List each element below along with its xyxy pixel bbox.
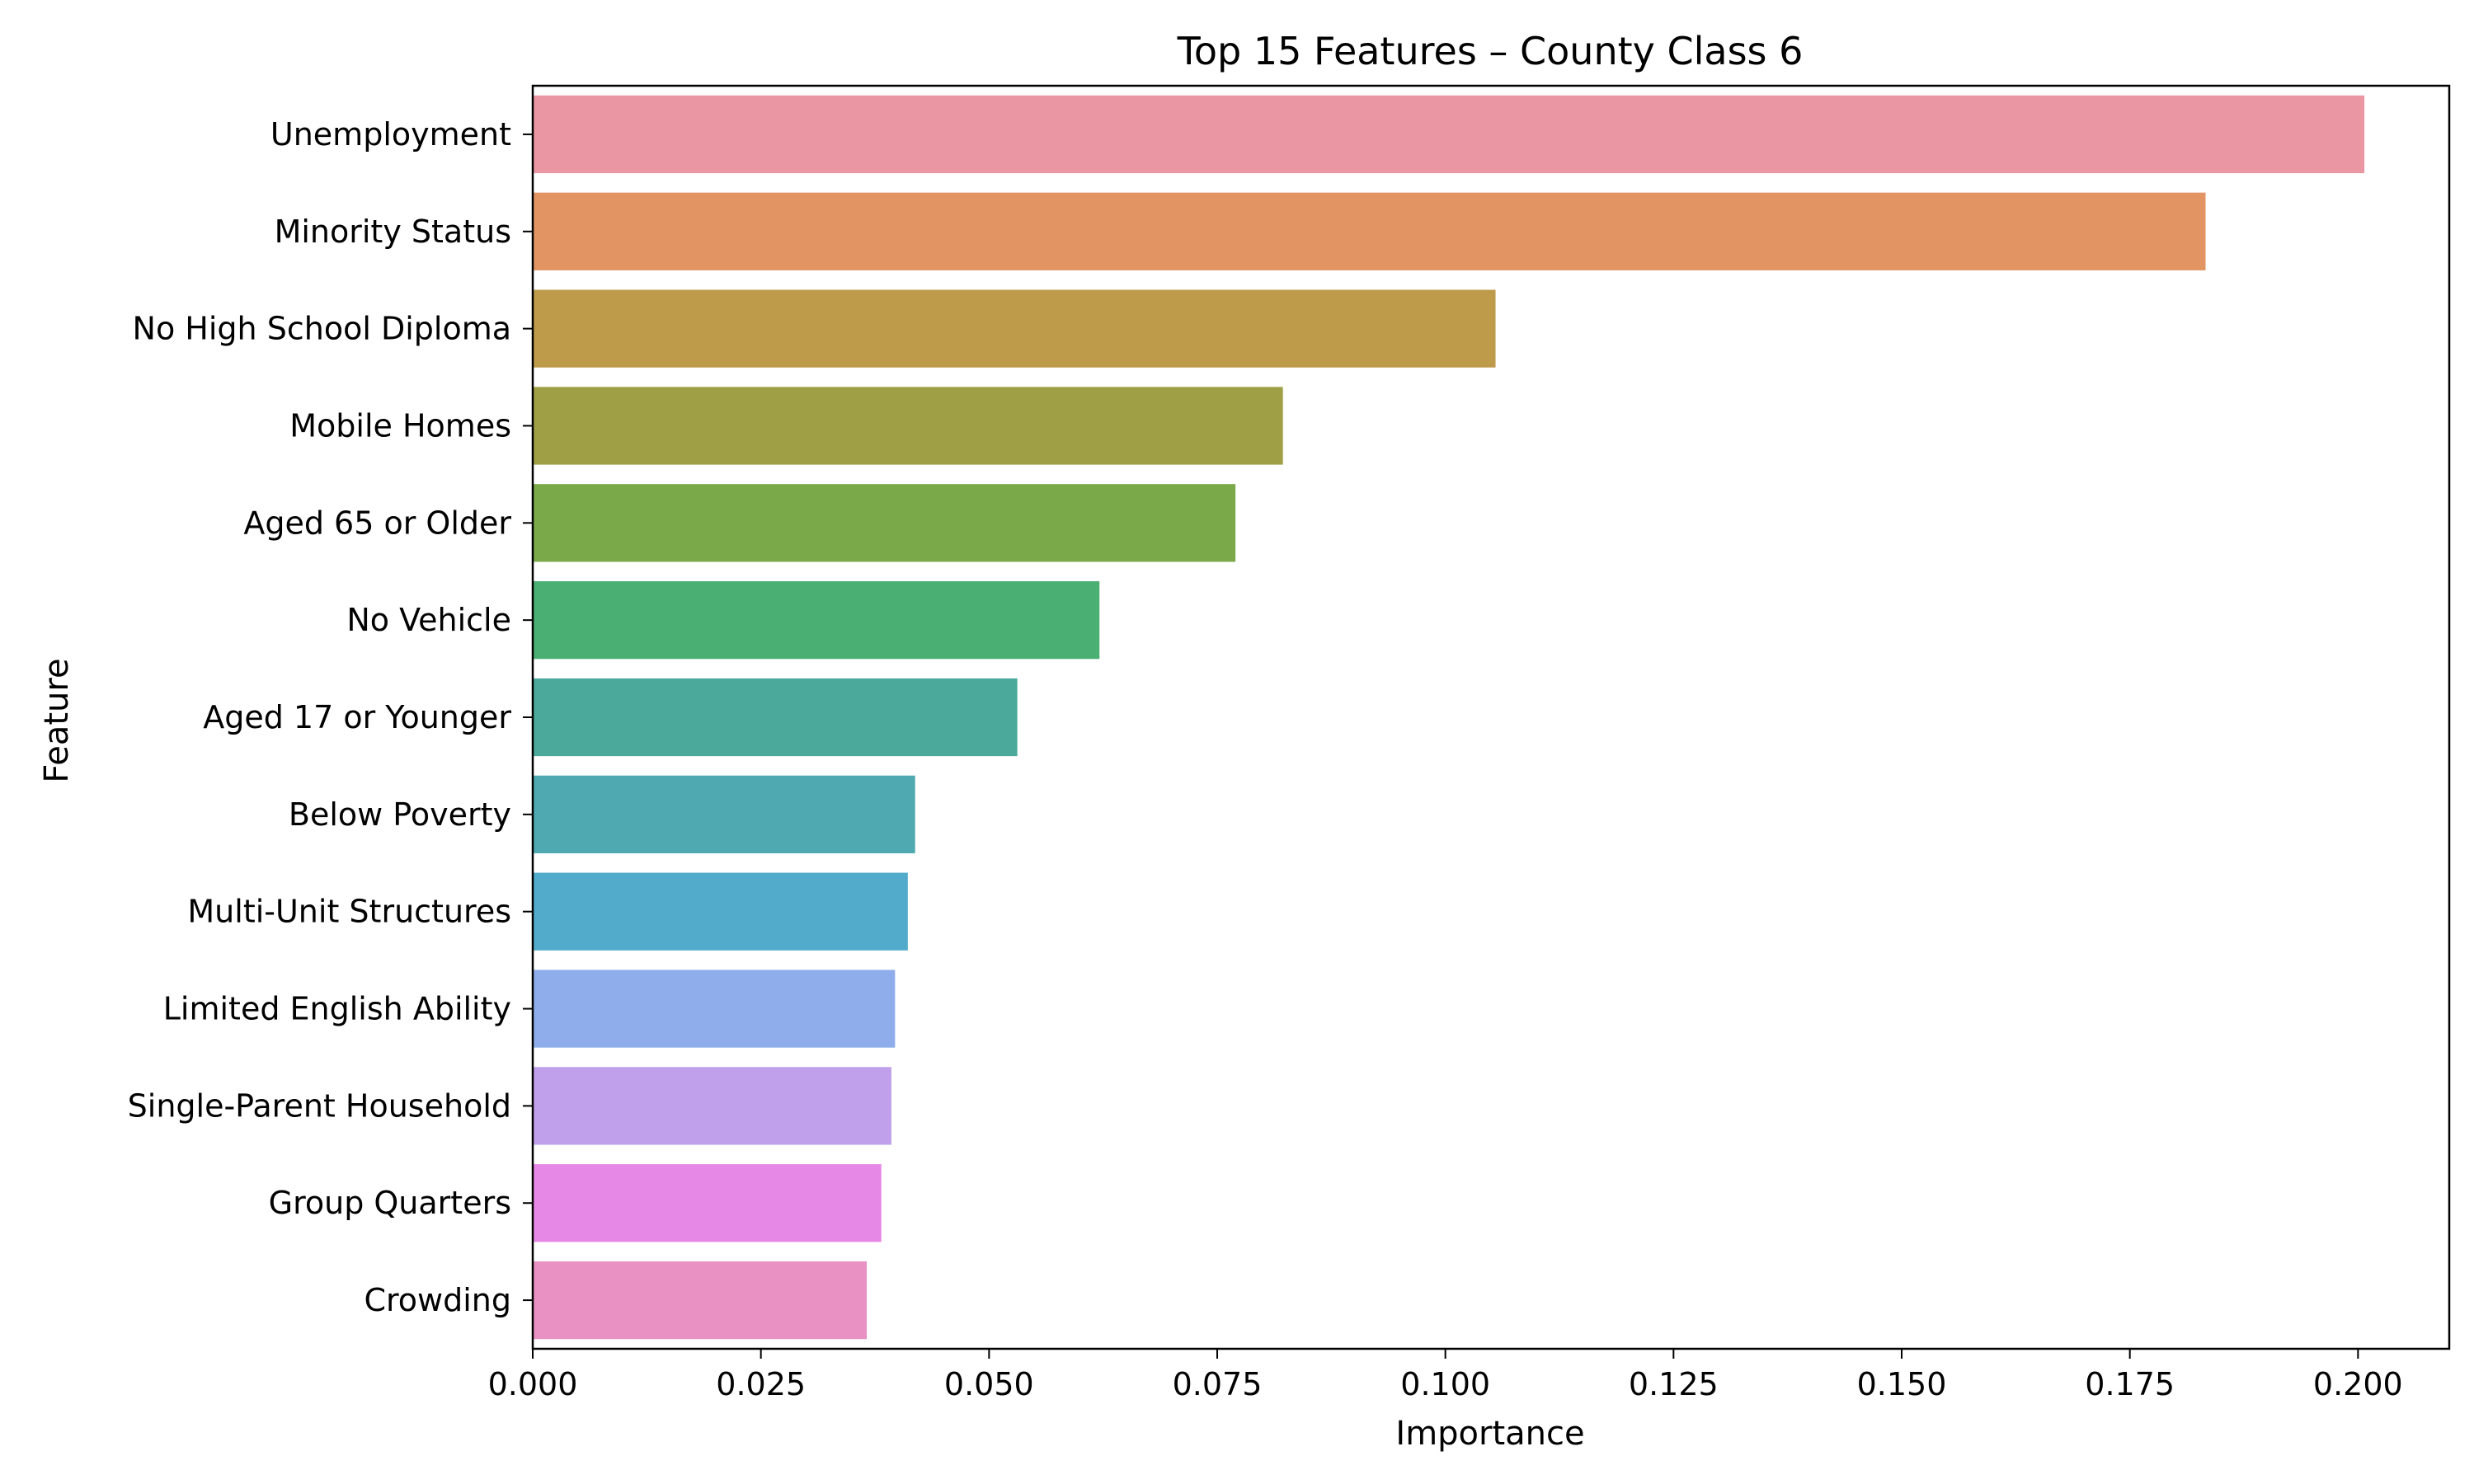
bar-no-vehicle [533, 581, 1100, 660]
y-axis-label: Feature [38, 658, 76, 782]
y-tick-label: Aged 65 or Older [243, 505, 511, 541]
y-tick-label: Aged 17 or Younger [203, 699, 511, 735]
bar-mobile-homes [533, 387, 1283, 465]
bar-minority-status [533, 192, 2206, 270]
x-axis-label: Importance [1395, 1415, 1584, 1453]
x-tick-label: 0.050 [944, 1366, 1034, 1402]
bar-group-quarters [533, 1164, 882, 1242]
y-tick-label: Multi-Unit Structures [187, 894, 511, 930]
y-tick-label: Unemployment [270, 116, 511, 153]
y-tick-label: Single-Parent Household [128, 1087, 511, 1124]
x-tick-label: 0.100 [1400, 1366, 1490, 1402]
bar-multi-unit-structures [533, 872, 908, 951]
chart-title: Top 15 Features – County Class 6 [1177, 29, 1804, 73]
bar-below-poverty [533, 775, 915, 853]
x-tick-label: 0.025 [716, 1366, 806, 1402]
x-tick-label: 0.075 [1173, 1366, 1263, 1402]
bar-aged-65-or-older [533, 484, 1236, 562]
x-tick-label: 0.125 [1629, 1366, 1719, 1402]
x-tick-label: 0.150 [1857, 1366, 1947, 1402]
bar-no-high-school-diploma [533, 289, 1496, 368]
y-tick-label: No High School Diploma [133, 311, 511, 347]
y-tick-label: Crowding [364, 1282, 511, 1318]
x-ticks-layer: 0.000 0.025 0.050 0.075 0.100 0.125 0.150 0.175… [488, 1349, 2403, 1402]
y-tick-label: No Vehicle [346, 602, 511, 638]
bar-unemployment [533, 95, 2365, 174]
bar-aged-17-or-younger [533, 678, 1018, 757]
x-tick-label: 0.200 [2313, 1366, 2403, 1402]
bar-single-parent-household [533, 1067, 891, 1145]
y-tick-label: Minority Status [275, 214, 511, 250]
y-tick-label: Group Quarters [269, 1185, 511, 1221]
bar-limited-english-ability [533, 970, 896, 1048]
x-tick-label: 0.000 [488, 1366, 578, 1402]
y-ticks-layer: Unemployment Minority Status No High Schoo… [128, 116, 533, 1318]
y-tick-label: Mobile Homes [289, 407, 511, 444]
x-tick-label: 0.175 [2085, 1366, 2175, 1402]
y-tick-label: Below Poverty [289, 796, 511, 833]
bars-layer [533, 95, 2365, 1340]
y-tick-label: Limited English Ability [163, 991, 511, 1027]
bar-crowding [533, 1261, 868, 1340]
plot-frame [531, 84, 2451, 1350]
